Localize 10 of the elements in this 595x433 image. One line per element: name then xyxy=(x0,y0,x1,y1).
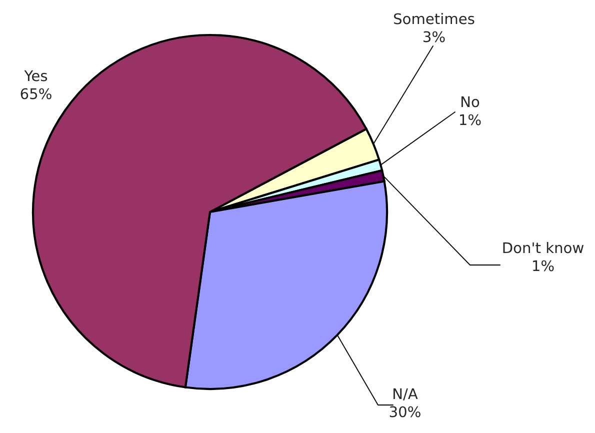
data-label: 1% xyxy=(533,260,554,272)
data-label: 30% xyxy=(390,406,420,418)
slice-label: Sometimes xyxy=(394,12,474,24)
slice-label: N/A xyxy=(394,388,418,400)
data-label: 65% xyxy=(20,88,52,100)
data-label: 3% xyxy=(424,31,445,42)
slice-label: Don't know xyxy=(503,242,584,254)
data-label: 1% xyxy=(460,114,481,126)
slice-label: No xyxy=(462,96,480,108)
slice-label: Yes xyxy=(24,70,48,82)
